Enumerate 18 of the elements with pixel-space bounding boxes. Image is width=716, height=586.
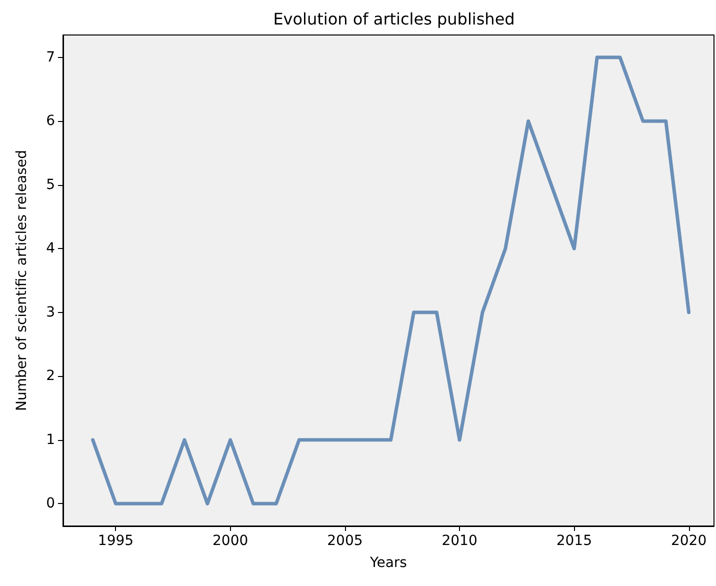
y-tick-label: 2 [46,368,55,384]
x-tick-label: 1995 [98,533,134,549]
y-tick-label: 6 [46,113,56,130]
y-tick-label: 7 [46,49,55,66]
y-tick-label: 5 [46,176,55,193]
y-tick-label: 1 [46,432,55,448]
x-tick-label: 2020 [670,533,707,549]
x-axis-title: Years [369,555,407,571]
y-tick-label: 4 [46,240,56,257]
x-tick-label: 2010 [442,533,478,549]
line-series [91,56,691,506]
y-tick-label: 0 [46,496,55,512]
chart-title: Evolution of articles published [273,10,515,28]
x-tick-label: 2015 [556,533,592,549]
y-tick-label: 3 [46,304,55,320]
x-tick-label: 2000 [212,533,248,549]
y-axis-title: Number of scientific articles released [14,150,30,411]
x-tick-label: 2005 [327,533,363,549]
